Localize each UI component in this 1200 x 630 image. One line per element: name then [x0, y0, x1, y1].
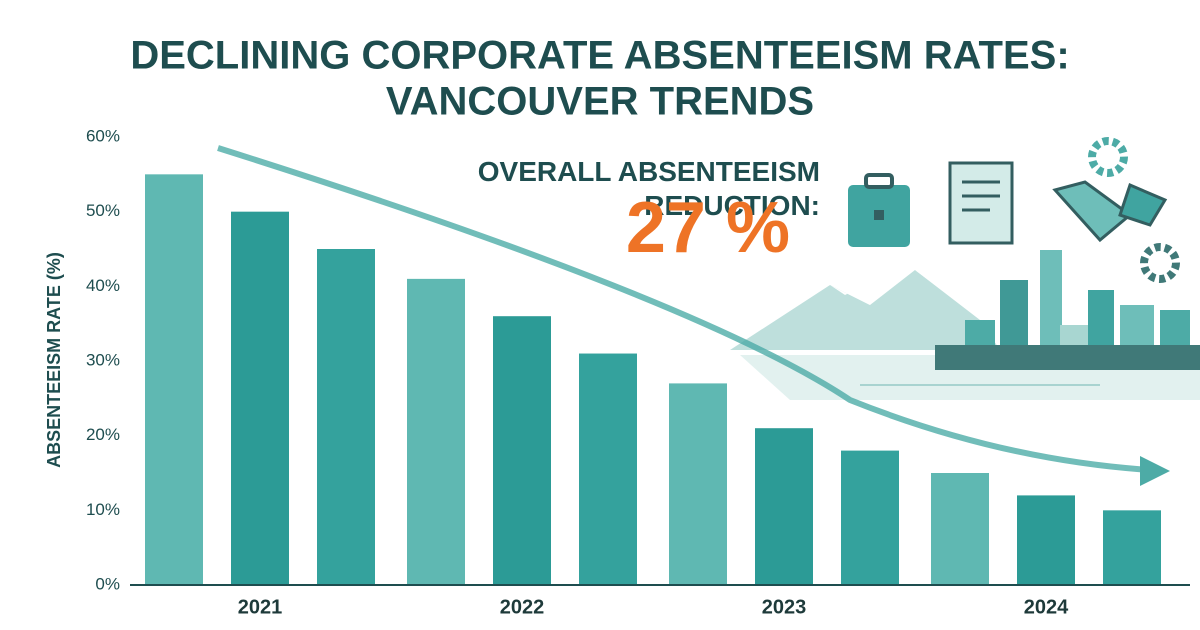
bar — [493, 316, 551, 585]
bar — [1017, 495, 1075, 585]
bar — [145, 174, 203, 586]
annotation-text: OVERALL ABSENTEEISM REDUCTION: — [477, 156, 820, 221]
annotation-highlight: 27 % — [625, 188, 790, 268]
y-tick-label: 30% — [86, 350, 120, 369]
bar — [579, 353, 637, 585]
x-tick-label: 2024 — [1024, 596, 1069, 618]
y-tick-label: 0% — [95, 574, 120, 593]
bar — [931, 473, 989, 585]
x-tick-label: 2022 — [500, 596, 545, 618]
scenery — [217, 137, 1200, 486]
chart-title: VANCOUVER TRENDS — [386, 80, 814, 124]
bar — [231, 211, 289, 585]
y-axis-label: ABSENTEEISM RATE (%) — [44, 252, 64, 468]
annotation: OVERALL ABSENTEEISM REDUCTION: 27 % — [420, 155, 820, 268]
bar — [407, 278, 465, 585]
y-tick-label: 10% — [86, 500, 120, 519]
x-tick-label: 2021 — [238, 596, 283, 618]
chart-title: DECLINING CORPORATE ABSENTEEISM RATES: — [130, 34, 1069, 78]
annotation-box: OVERALL ABSENTEEISM REDUCTION: 27 % — [420, 155, 820, 268]
y-tick-label: 60% — [86, 126, 120, 145]
y-tick-label: 50% — [86, 201, 120, 220]
bar — [317, 249, 375, 585]
y-tick-label: 20% — [86, 425, 120, 444]
bar — [755, 428, 813, 585]
bar — [1103, 510, 1161, 585]
y-tick-label: 40% — [86, 276, 120, 295]
x-tick-label: 2023 — [762, 596, 807, 618]
bar — [841, 450, 899, 585]
bar — [669, 383, 727, 585]
